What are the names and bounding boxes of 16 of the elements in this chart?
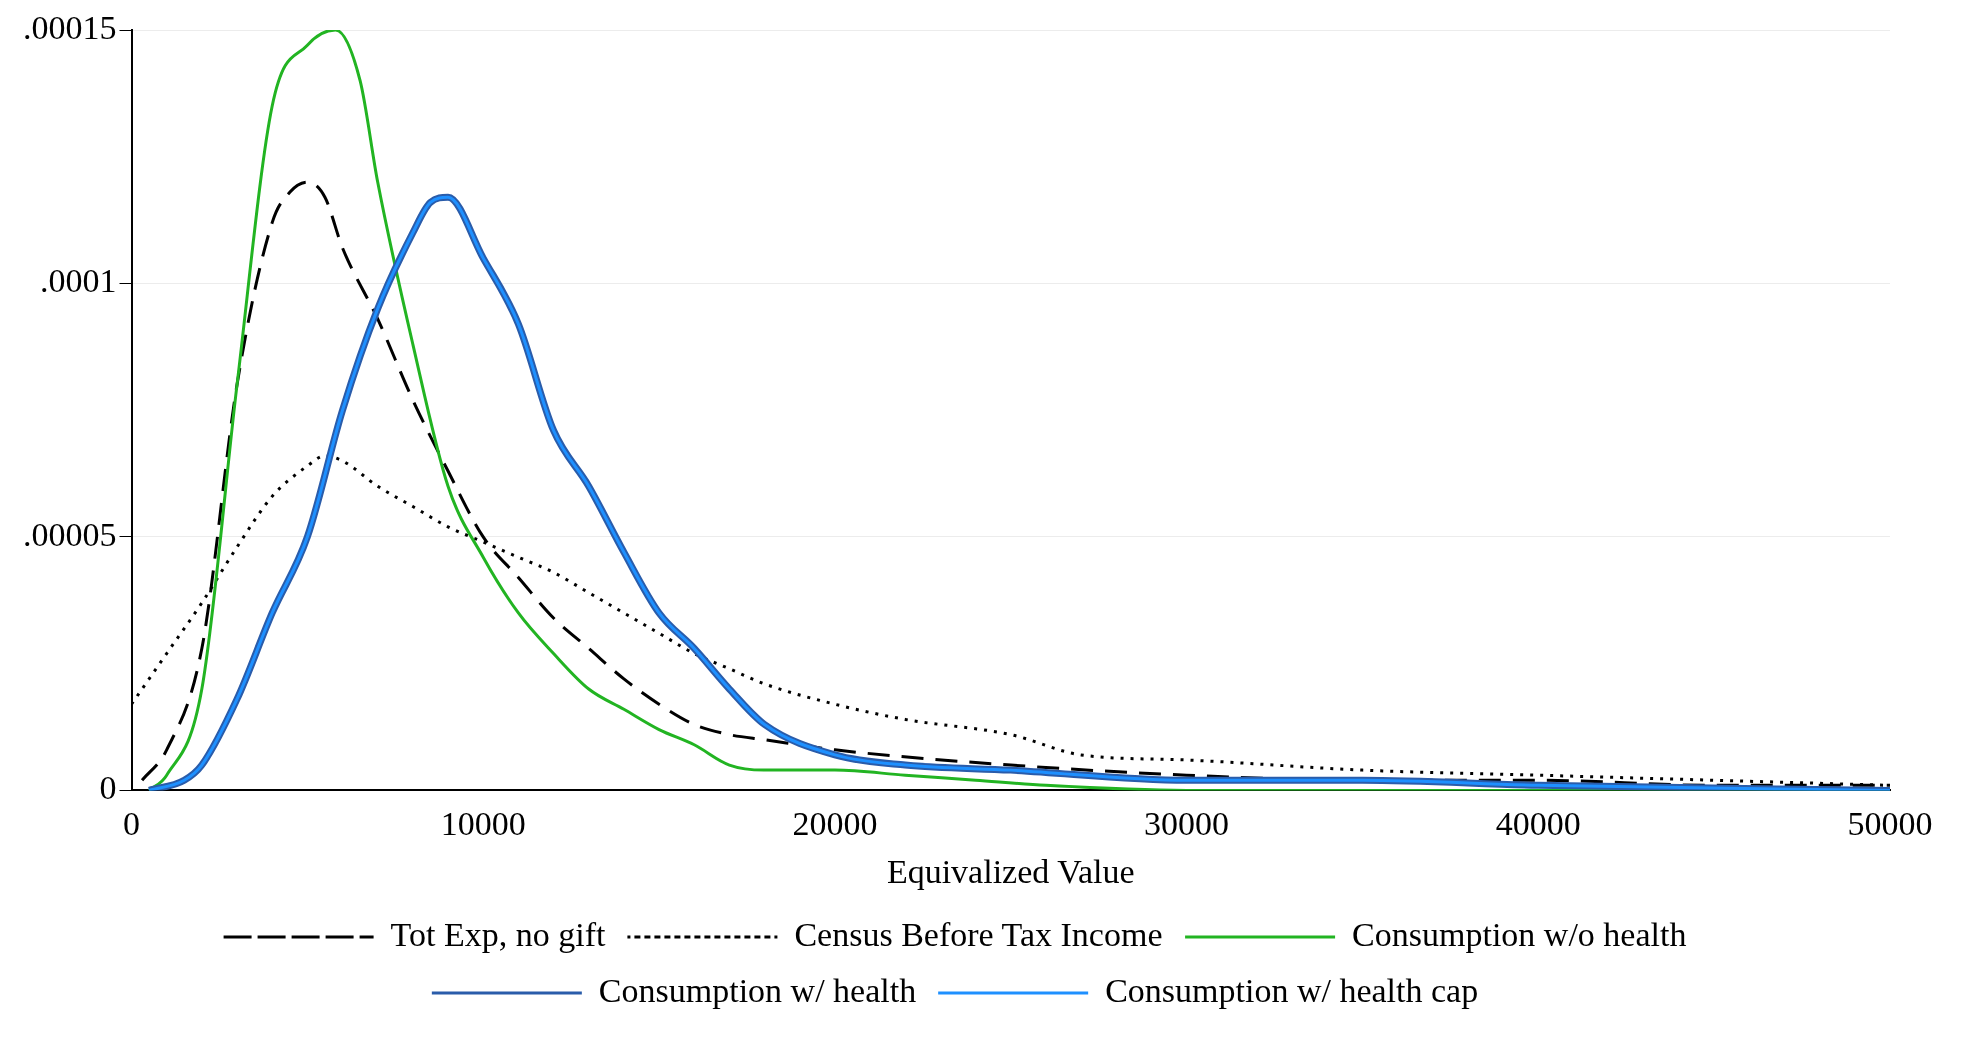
legend-label: Tot Exp, no gift [390, 915, 606, 953]
legend-label: Consumption w/ health [598, 971, 917, 1009]
x-tick-label: 20000 [792, 804, 878, 842]
x-tick-label: 10000 [440, 804, 526, 842]
x-tick-label: 50000 [1847, 804, 1933, 842]
y-tick-label: .00015 [23, 8, 117, 46]
y-tick-label: .0001 [40, 262, 117, 300]
legend-label: Consumption w/ health cap [1105, 971, 1479, 1009]
legend-label: Census Before Tax Income [794, 915, 1163, 953]
y-tick-label: 0 [99, 769, 117, 807]
y-tick-label: .00005 [23, 515, 117, 553]
x-axis-title: Equivalized Value [886, 852, 1135, 890]
x-tick-label: 40000 [1495, 804, 1581, 842]
x-tick-label: 0 [123, 804, 140, 842]
legend-label: Consumption w/o health [1352, 915, 1687, 953]
x-tick-label: 30000 [1144, 804, 1230, 842]
